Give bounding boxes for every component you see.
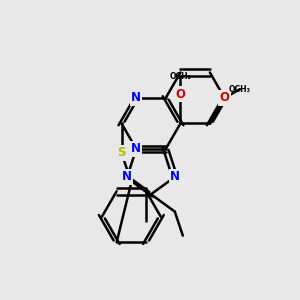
Text: N: N xyxy=(131,92,141,104)
Text: O: O xyxy=(176,88,185,100)
Text: S: S xyxy=(117,146,126,159)
Text: N: N xyxy=(122,170,132,184)
Text: N: N xyxy=(170,170,180,184)
Text: OCH₃: OCH₃ xyxy=(229,85,251,94)
Text: O: O xyxy=(220,92,230,104)
Text: N: N xyxy=(131,142,141,155)
Text: OCH₃: OCH₃ xyxy=(169,72,191,81)
